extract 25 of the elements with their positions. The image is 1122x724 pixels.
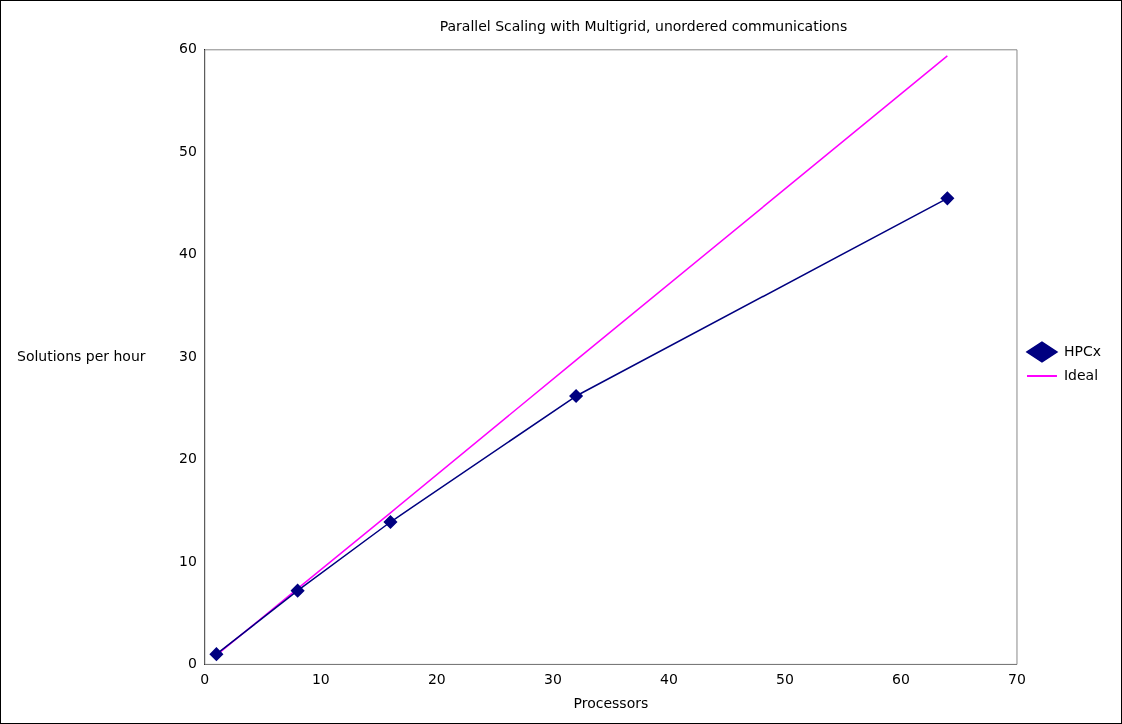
x-tick-label: 30 <box>543 671 562 688</box>
x-tick-label: 60 <box>892 671 910 688</box>
y-axis-title: Solutions per hour <box>17 347 146 364</box>
x-tick-label: 10 <box>311 671 330 688</box>
y-tick-label: 10 <box>178 552 197 569</box>
legend-label: Ideal <box>1063 366 1099 383</box>
chart-title: Parallel Scaling with Multigrid, unordered communications <box>439 18 848 35</box>
x-axis-title: Processors <box>573 695 649 712</box>
x-tick-label: 50 <box>776 671 794 688</box>
x-tick-label: 70 <box>1008 671 1026 688</box>
y-tick-label: 0 <box>187 655 197 672</box>
point <box>290 583 305 598</box>
point <box>940 191 955 206</box>
x-tick-label: 0 <box>200 671 210 688</box>
point <box>569 389 583 403</box>
x-tick-label: 20 <box>427 671 446 688</box>
point <box>383 515 398 529</box>
legend-label: HPCx <box>1063 342 1101 359</box>
y-tick-label: 50 <box>178 142 197 159</box>
y-tick-label: 60 <box>178 40 197 57</box>
y-tick-label: 20 <box>178 450 197 467</box>
point <box>209 647 224 661</box>
y-tick-label: 40 <box>178 245 197 262</box>
y-tick-label: 30 <box>178 347 197 364</box>
x-tick-label: 40 <box>659 671 678 688</box>
